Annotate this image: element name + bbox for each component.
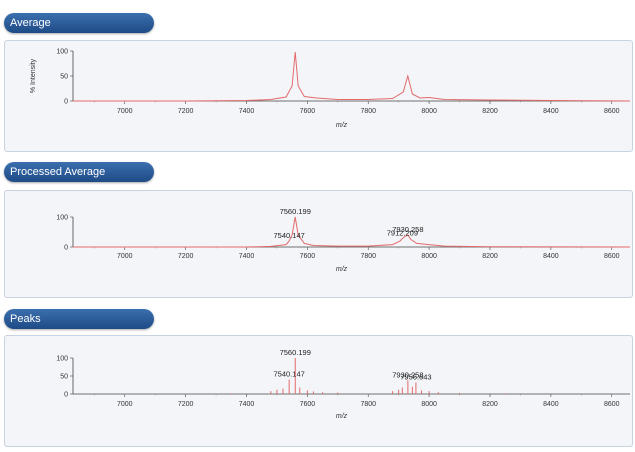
processed-average-chart: 7000 7200 7400 7600 7800 8000 8200 8400 8600 0 100… bbox=[56, 207, 631, 273]
x-tick-label: 8600 bbox=[604, 253, 620, 260]
x-axis-label: m/z bbox=[336, 266, 348, 273]
y-axis-label: % Intensity bbox=[30, 58, 37, 93]
x-tick-label: 8600 bbox=[604, 401, 620, 408]
x-tick-label: 7400 bbox=[239, 253, 255, 260]
peak-label: 7540.147 bbox=[274, 370, 305, 379]
x-tick-label: 8000 bbox=[421, 401, 437, 408]
peak-label: 7930.258 bbox=[392, 370, 423, 379]
panel-processed-average: 7000 7200 7400 7600 7800 8000 8200 8400 8600 0 100… bbox=[4, 190, 633, 298]
y-tick-label: 100 bbox=[56, 215, 68, 222]
spectrum-line bbox=[73, 51, 631, 102]
x-tick-label: 7000 bbox=[117, 253, 133, 260]
y-tick-label: 50 bbox=[60, 374, 68, 381]
panel-average: 7000 7200 7400 7600 7800 8000 8200 8400 8600 0 50 1… bbox=[4, 40, 633, 152]
peak-label: 7912.209 bbox=[387, 229, 418, 238]
y-tick-label: 0 bbox=[64, 99, 68, 106]
x-tick-label: 7400 bbox=[239, 401, 255, 408]
peaks-chart: 7000 7200 7400 7600 7800 8000 8200 8400 8600 0 50 1… bbox=[56, 348, 630, 420]
tab-peaks-label: Peaks bbox=[10, 313, 41, 325]
x-tick-label: 7400 bbox=[239, 108, 255, 115]
x-tick-label: 7600 bbox=[300, 253, 316, 260]
x-tick-label: 8200 bbox=[482, 401, 498, 408]
x-tick-label: 7800 bbox=[360, 108, 376, 115]
x-tick-label: 8000 bbox=[421, 253, 437, 260]
y-tick-label: 100 bbox=[56, 356, 68, 363]
x-axis-label: m/z bbox=[336, 413, 348, 420]
peak-label: 7956.643 bbox=[400, 372, 431, 381]
tab-processed-average[interactable]: Processed Average bbox=[4, 162, 154, 182]
x-tick-label: 8000 bbox=[421, 108, 437, 115]
x-tick-label: 8200 bbox=[482, 253, 498, 260]
x-tick-label: 7200 bbox=[178, 401, 194, 408]
tab-average[interactable]: Average bbox=[4, 13, 154, 33]
peak-label: 7930.258 bbox=[392, 225, 423, 234]
x-tick-label: 8200 bbox=[482, 108, 498, 115]
x-tick-label: 8400 bbox=[543, 401, 559, 408]
x-tick-label: 7000 bbox=[117, 108, 133, 115]
peak-label: 7540.147 bbox=[274, 231, 305, 240]
x-tick-label: 8600 bbox=[604, 108, 620, 115]
peak-label: 7560.199 bbox=[280, 348, 311, 357]
x-tick-label: 8400 bbox=[543, 108, 559, 115]
x-tick-label: 7600 bbox=[300, 108, 316, 115]
x-tick-label: 7000 bbox=[117, 401, 133, 408]
spectrum-line bbox=[73, 216, 631, 248]
y-tick-label: 50 bbox=[60, 74, 68, 81]
peak-label: 7560.199 bbox=[280, 207, 311, 216]
y-tick-label: 100 bbox=[56, 49, 68, 56]
panel-peaks: 7000 7200 7400 7600 7800 8000 8200 8400 8600 0 50 1… bbox=[4, 335, 633, 447]
average-spectrum-chart: 7000 7200 7400 7600 7800 8000 8200 8400 8600 0 50 1… bbox=[30, 49, 631, 129]
x-tick-label: 7800 bbox=[360, 253, 376, 260]
y-tick-label: 0 bbox=[64, 245, 68, 252]
x-tick-label: 7800 bbox=[360, 401, 376, 408]
tab-average-label: Average bbox=[10, 17, 51, 29]
tab-peaks[interactable]: Peaks bbox=[4, 309, 154, 329]
x-tick-label: 7200 bbox=[178, 108, 194, 115]
x-tick-label: 8400 bbox=[543, 253, 559, 260]
x-tick-label: 7200 bbox=[178, 253, 194, 260]
y-tick-label: 0 bbox=[64, 392, 68, 399]
x-axis-label: m/z bbox=[336, 122, 348, 129]
tab-processed-average-label: Processed Average bbox=[10, 166, 106, 178]
x-tick-label: 7600 bbox=[300, 401, 316, 408]
